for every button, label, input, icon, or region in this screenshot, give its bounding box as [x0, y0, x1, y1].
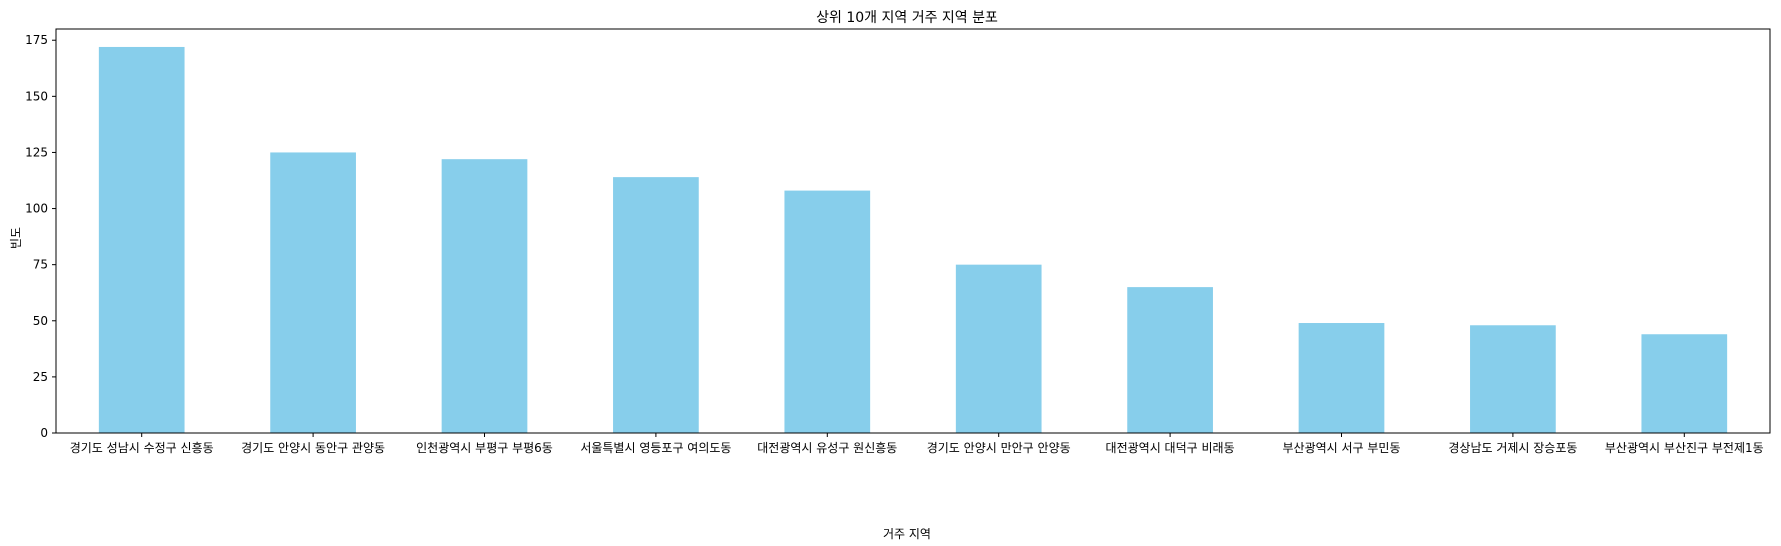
chart-title: 상위 10개 지역 거주 지역 분포	[816, 10, 998, 26]
x-tick-label-2: 인천광역시 부평구 부평6동	[416, 440, 553, 455]
x-axis-label: 거주 지역	[883, 527, 931, 541]
bar-6	[1127, 287, 1213, 433]
bar-7	[1298, 323, 1385, 433]
y-tick-label-1: 25	[33, 370, 48, 384]
bar-4	[784, 190, 871, 433]
x-tick-label-0: 경기도 성남시 수정구 신흥동	[70, 441, 214, 455]
y-tick-label-2: 50	[33, 314, 48, 328]
bar-5	[955, 264, 1042, 433]
x-tick-label-6: 대전광역시 대덕구 비래동	[1106, 441, 1235, 455]
y-tick-label-0: 0	[40, 426, 48, 440]
y-axis-label: 빈도	[9, 227, 23, 249]
bar-3	[613, 177, 699, 433]
plot-frame	[55, 28, 1771, 434]
y-tick-label-5: 125	[25, 145, 48, 159]
y-tick-label-4: 100	[25, 202, 48, 216]
bar-9	[1641, 334, 1728, 433]
y-tick-label-7: 175	[25, 33, 48, 47]
y-tick-label-3: 75	[33, 258, 48, 272]
bars-group	[98, 46, 1728, 433]
x-tick-label-9: 부산광역시 부산진구 부전제1동	[1605, 441, 1764, 455]
bar-0	[98, 46, 185, 433]
x-axis: 경기도 성남시 수정구 신흥동 경기도 안양시 동안구 관양동 인천광역시 부평구 …	[70, 433, 1764, 455]
bar-8	[1470, 325, 1556, 433]
x-tick-label-8: 경상남도 거제시 장승포동	[1448, 441, 1577, 455]
x-tick-label-3: 서울특별시 영등포구 여의도동	[580, 441, 731, 455]
x-tick-label-1: 경기도 안양시 동안구 관양동	[241, 441, 385, 455]
x-tick-label-4: 대전광역시 유성구 원신흥동	[757, 441, 897, 455]
x-tick-label-7: 부산광역시 서구 부민동	[1282, 441, 1400, 455]
x-tick-label-5: 경기도 안양시 만안구 안양동	[927, 441, 1071, 455]
bar-2	[441, 159, 528, 433]
y-tick-label-6: 150	[25, 89, 48, 103]
y-axis: 0 25 50 75 100 125 150 175	[25, 33, 56, 440]
bar-1	[270, 152, 356, 433]
